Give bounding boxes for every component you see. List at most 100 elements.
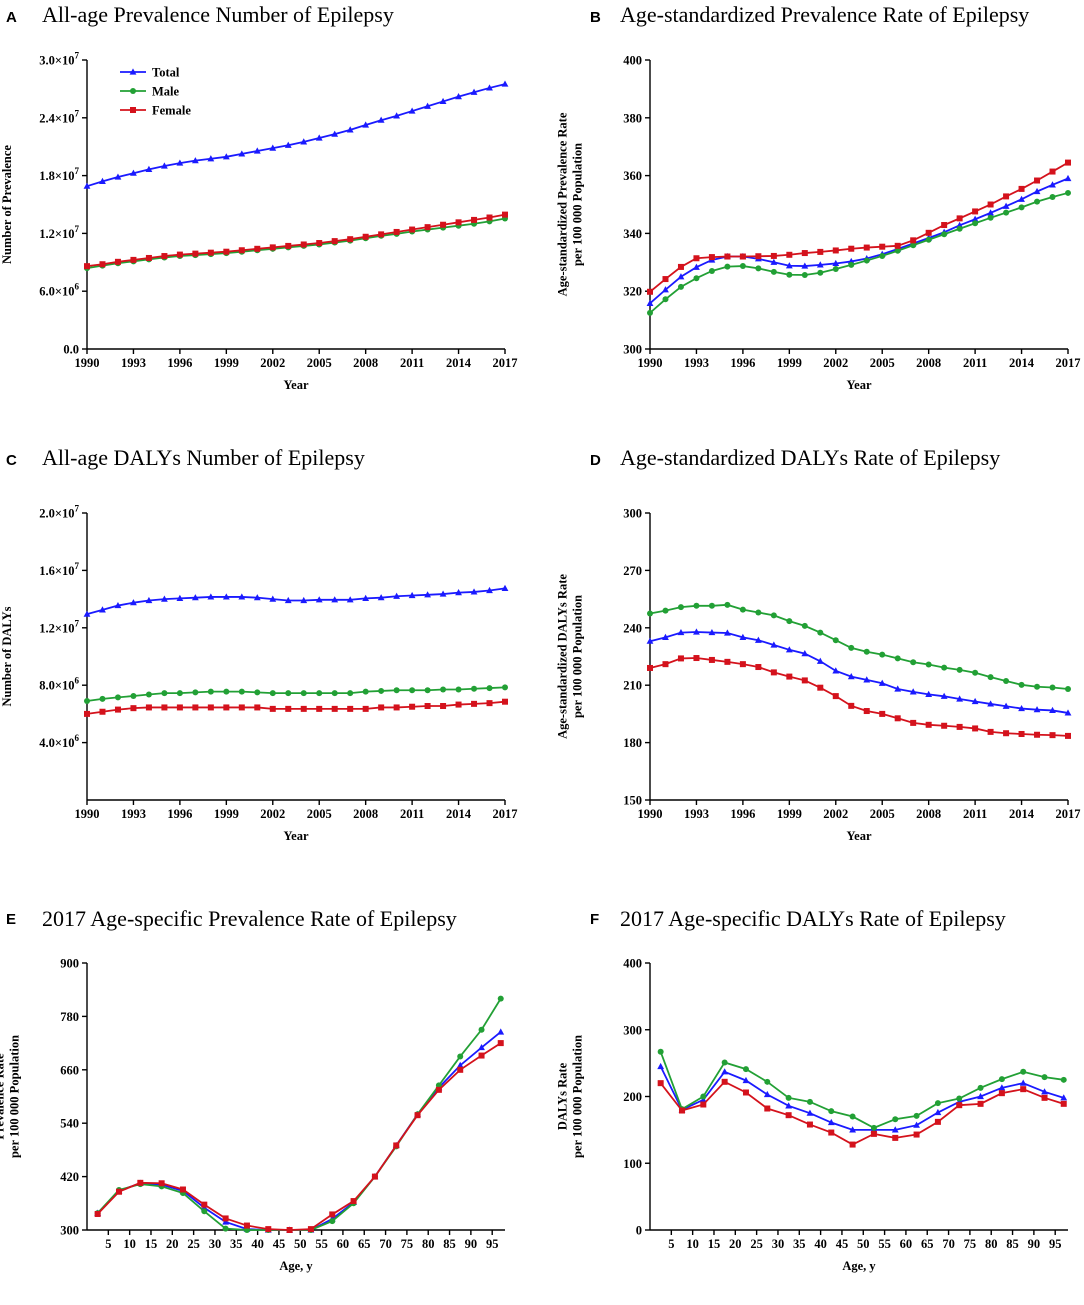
marker-male-11 (329, 1218, 336, 1225)
x-tick-label: 2008 (353, 807, 378, 821)
x-tick-label: 2014 (1009, 807, 1035, 821)
marker-total-8 (770, 258, 778, 265)
marker-total-9 (785, 646, 793, 653)
x-tick-label: 30 (209, 1237, 222, 1251)
marker-total-8 (770, 641, 778, 648)
marker-female-20 (393, 228, 400, 235)
series-line-male (659, 1051, 1064, 1129)
marker-total-1 (99, 606, 106, 613)
marker-female-4 (708, 656, 715, 663)
marker-female-20 (956, 723, 963, 730)
marker-male-10 (801, 622, 808, 629)
marker-female-18 (362, 705, 369, 712)
marker-female-20 (393, 704, 400, 711)
x-tick-label: 95 (1049, 1237, 1062, 1251)
x-axis-label: Year (847, 829, 872, 843)
x-tick-label: 25 (750, 1237, 763, 1251)
x-tick-label: 1999 (777, 356, 802, 370)
marker-total-3 (130, 599, 137, 606)
y-tick-exponent: 6 (75, 676, 80, 686)
marker-male-1 (662, 607, 669, 614)
marker-female-7 (192, 250, 199, 257)
x-tick-label: 2017 (493, 356, 518, 370)
marker-male-20 (393, 687, 400, 694)
x-tick-label: 2011 (963, 356, 987, 370)
marker-male-21 (409, 687, 416, 694)
y-tick-label: 0.0 (63, 343, 79, 357)
marker-male-11 (254, 689, 261, 696)
marker-total-16 (894, 685, 902, 692)
y-tick-label: 1.8×107 (39, 166, 79, 183)
x-tick-label: 2008 (353, 356, 378, 370)
marker-male-23 (1003, 677, 1010, 684)
marker-total-19 (1060, 1094, 1068, 1101)
marker-male-15 (316, 690, 323, 697)
x-tick-label: 2002 (823, 356, 848, 370)
marker-male-22 (987, 674, 994, 681)
marker-female-18 (925, 229, 932, 236)
panel-letter: A (6, 9, 17, 26)
x-tick-label: 50 (294, 1237, 307, 1251)
chart-title: 2017 Age-specific Prevalence Rate of Epi… (42, 906, 457, 931)
y-axis-label: Age-standardized Prevalence Rate (556, 112, 570, 296)
marker-total-12 (913, 1121, 920, 1128)
marker-female-24 (455, 219, 462, 226)
marker-total-19 (497, 1028, 505, 1035)
x-tick-label: 50 (857, 1237, 870, 1251)
marker-female-6 (739, 661, 746, 668)
y-tick-base: 4.0×10 (39, 736, 74, 750)
marker-total-11 (816, 657, 824, 664)
marker-female-19 (941, 222, 948, 229)
marker-female-4 (708, 254, 715, 261)
marker-male-6 (176, 690, 183, 697)
marker-total-8 (827, 1118, 835, 1126)
marker-female-3 (130, 705, 137, 712)
marker-male-1 (662, 296, 669, 303)
marker-female-6 (785, 1112, 792, 1119)
x-axis-label: Age, y (842, 1259, 876, 1273)
marker-female-10 (801, 677, 808, 684)
x-tick-label: 1993 (684, 807, 709, 821)
marker-male-18 (478, 1026, 485, 1033)
marker-total-14 (863, 676, 871, 683)
y-tick-label: 200 (623, 1090, 642, 1104)
marker-male-17 (910, 242, 917, 249)
marker-female-9 (223, 248, 230, 255)
marker-total-20 (393, 592, 401, 599)
x-tick-label: 55 (878, 1237, 891, 1251)
marker-female-19 (497, 1040, 504, 1047)
marker-female-2 (137, 1179, 144, 1186)
series-line-male (86, 217, 506, 269)
marker-female-16 (894, 242, 901, 249)
marker-total-23 (1002, 202, 1010, 209)
marker-total-17 (909, 688, 917, 695)
marker-female-27 (502, 698, 508, 705)
x-tick-label: 1999 (214, 807, 239, 821)
x-tick-label: 1996 (730, 807, 755, 821)
marker-female-25 (471, 216, 478, 223)
marker-female-27 (502, 211, 508, 218)
x-tick-label: 75 (964, 1237, 977, 1251)
marker-total-26 (1049, 706, 1056, 714)
series-line-total (649, 177, 1069, 305)
marker-female-24 (455, 701, 462, 708)
marker-male-6 (222, 1225, 229, 1232)
marker-male-6 (739, 606, 746, 613)
marker-male-5 (724, 601, 731, 608)
marker-total-6 (785, 1102, 793, 1109)
marker-female-5 (724, 253, 731, 260)
marker-female-8 (828, 1129, 835, 1136)
marker-total-1 (99, 177, 106, 184)
marker-total-12 (269, 595, 277, 602)
marker-male-24 (1018, 204, 1025, 211)
marker-female-2 (677, 263, 684, 270)
panel-letter: B (590, 9, 601, 26)
marker-total-10 (238, 150, 246, 157)
marker-female-11 (329, 1211, 336, 1218)
marker-female-25 (471, 700, 478, 707)
y-tick-exponent: 7 (75, 504, 80, 514)
chart-svg-a: A All-age Prevalence Number of Epilepsy 0.… (0, 2, 518, 392)
marker-male-26 (1049, 193, 1056, 200)
marker-male-3 (721, 1059, 728, 1066)
marker-male-0 (84, 697, 90, 704)
